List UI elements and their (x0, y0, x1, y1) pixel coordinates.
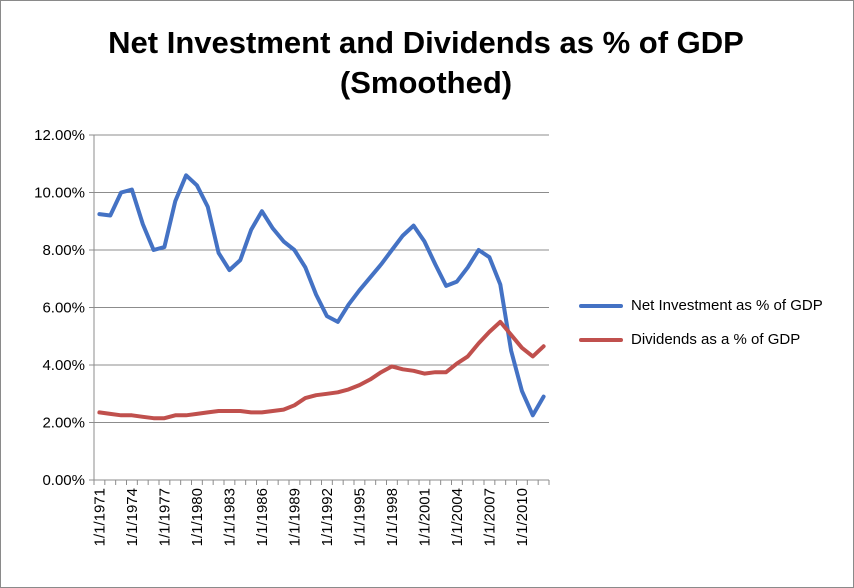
y-tick-label: 10.00% (34, 185, 85, 202)
y-tick-label: 4.00% (42, 357, 85, 374)
x-tick-label: 1/1/1971 (91, 488, 108, 546)
y-tick-label: 0.00% (42, 472, 85, 489)
y-tick-label: 8.00% (42, 242, 85, 259)
x-tick-label: 1/1/1974 (124, 488, 141, 546)
legend-item-dividends: Dividends as a % of GDP (579, 328, 839, 352)
x-tick-label: 1/1/1986 (254, 488, 271, 546)
x-tick-labels: 1/1/1971 1/1/1974 1/1/1977 1/1/1980 1/1/1983… (91, 488, 531, 546)
x-tick-label: 1/1/1992 (319, 488, 336, 546)
y-tick-label: 12.00% (34, 127, 85, 144)
chart-title-line-1: Net Investment and Dividends as % of GDP (108, 25, 744, 60)
x-tick-label: 1/1/1980 (189, 488, 206, 546)
x-tick-label: 1/1/2010 (514, 488, 531, 546)
x-tick-label: 1/1/1998 (384, 488, 401, 546)
axes (89, 134, 550, 485)
y-tick-labels: 0.00% 2.00% 4.00% 6.00% 8.00% 10.00% 12.00% (34, 127, 85, 489)
series-line-net-investment (97, 173, 546, 418)
legend-swatch-dividends (579, 338, 623, 342)
x-tick-label: 1/1/2007 (481, 488, 498, 546)
series-line-dividends (97, 319, 546, 421)
series-lines (97, 173, 546, 421)
y-tick-label: 2.00% (42, 415, 85, 432)
x-tick-label: 1/1/1977 (156, 488, 173, 546)
x-tick-label: 1/1/2001 (416, 488, 433, 546)
chart-title: Net Investment and Dividends as % of GDP… (61, 23, 791, 103)
legend-label-net-investment: Net Investment as % of GDP (631, 297, 823, 314)
gridlines (94, 134, 549, 423)
y-tick-label: 6.00% (42, 300, 85, 317)
legend-label-dividends: Dividends as a % of GDP (631, 331, 801, 348)
x-tick-label: 1/1/1983 (221, 488, 238, 546)
legend: Net Investment as % of GDP Dividends as … (579, 294, 839, 352)
chart-title-line-2: (Smoothed) (339, 65, 513, 100)
x-tick-label: 1/1/1989 (286, 488, 303, 546)
legend-swatch-net-investment (579, 304, 623, 308)
legend-item-net-investment: Net Investment as % of GDP (579, 294, 839, 318)
x-tick-label: 1/1/2004 (449, 488, 466, 546)
x-tick-label: 1/1/1995 (351, 488, 368, 546)
